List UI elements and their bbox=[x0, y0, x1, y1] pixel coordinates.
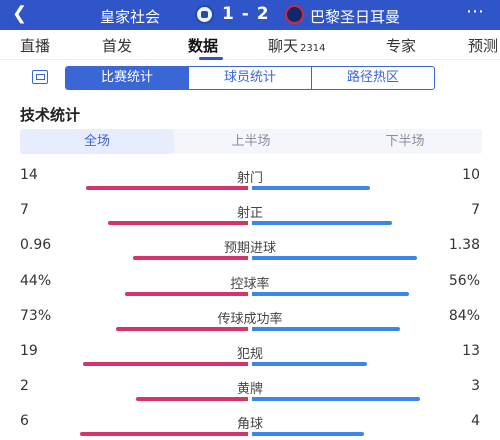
seg-match-stats[interactable]: 比赛统计 bbox=[66, 67, 189, 89]
home-stat-bar bbox=[125, 291, 248, 296]
back-arrow-icon[interactable]: ❮ bbox=[12, 3, 28, 24]
tab-experts[interactable]: 专家 bbox=[386, 35, 416, 56]
section-title: 技术统计 bbox=[20, 106, 81, 124]
stat-label: 黄牌 bbox=[236, 382, 263, 398]
away-stat-value: 10 bbox=[462, 167, 480, 183]
home-team-logo[interactable] bbox=[195, 5, 214, 24]
more-icon[interactable]: ⋯ bbox=[466, 1, 485, 22]
away-stat-value: 13 bbox=[462, 343, 480, 359]
match-header: ❮ 皇家社会 1 - 2 巴黎圣日耳曼 ⋯ bbox=[0, 0, 500, 30]
away-stat-value: 84% bbox=[448, 307, 480, 324]
tab-label: 聊天 bbox=[268, 37, 299, 55]
seg-player-stats[interactable]: 球员统计 bbox=[189, 67, 312, 89]
away-stat-value: 3 bbox=[471, 378, 480, 395]
share-icon[interactable] bbox=[32, 70, 48, 84]
home-stat-value: 73% bbox=[20, 307, 52, 324]
home-stat-value: 2 bbox=[20, 378, 29, 395]
tab-lineup[interactable]: 首发 bbox=[102, 35, 132, 56]
period-first-half[interactable]: 上半场 bbox=[231, 134, 271, 149]
period-selector: 全场 上半场 下半场 bbox=[20, 129, 482, 154]
away-stat-bar bbox=[252, 291, 409, 296]
stat-label: 控球率 bbox=[230, 276, 270, 292]
stat-label: 传球成功率 bbox=[217, 311, 283, 327]
stats-type-segmented-control: 比赛统计 球员统计 路径热区 bbox=[65, 66, 435, 90]
period-second-half[interactable]: 下半场 bbox=[385, 134, 425, 149]
stat-row: 6 角球 4 bbox=[0, 413, 500, 440]
home-stat-bar bbox=[108, 221, 248, 226]
away-stat-value: 7 bbox=[471, 202, 480, 219]
home-team-name[interactable]: 皇家社会 bbox=[100, 8, 161, 26]
away-stat-value: 4 bbox=[471, 413, 480, 430]
stat-row: 44% 控球率 56% bbox=[0, 273, 500, 309]
away-stat-bar bbox=[252, 397, 420, 402]
stat-row: 2 黄牌 3 bbox=[0, 378, 500, 414]
tab-label: 预测 bbox=[468, 37, 499, 55]
home-stat-value: 14 bbox=[20, 167, 38, 183]
away-stat-bar bbox=[252, 186, 370, 190]
away-stat-bar bbox=[252, 326, 400, 331]
period-full[interactable]: 全场 bbox=[20, 129, 174, 154]
home-stat-bar bbox=[136, 397, 248, 402]
away-stat-bar bbox=[252, 432, 364, 437]
home-stat-value: 19 bbox=[20, 343, 38, 359]
stat-row: 73% 传球成功率 84% bbox=[0, 308, 500, 344]
away-stat-bar bbox=[252, 362, 367, 366]
away-stat-value: 56% bbox=[448, 272, 480, 289]
tab-live[interactable]: 直播 bbox=[20, 35, 50, 56]
away-stat-value: 1.38 bbox=[448, 237, 480, 254]
stat-label: 角球 bbox=[236, 417, 263, 433]
tab-prediction[interactable]: 预测 bbox=[468, 35, 498, 56]
stat-row: 19 犯规 13 bbox=[0, 343, 500, 379]
match-score: 1 - 2 bbox=[222, 4, 270, 24]
seg-heatmap[interactable]: 路径热区 bbox=[346, 70, 399, 85]
home-stat-bar bbox=[116, 326, 248, 331]
home-stat-bar bbox=[80, 432, 248, 437]
match-tabs: 直播 首发 数据 聊天 2314 专家 预测 bbox=[0, 30, 500, 60]
tab-label: 首发 bbox=[102, 37, 133, 55]
tab-stats[interactable]: 数据 bbox=[188, 35, 218, 56]
away-team-logo[interactable] bbox=[285, 5, 304, 24]
away-team-name[interactable]: 巴黎圣日耳曼 bbox=[310, 8, 401, 26]
tab-label: 数据 bbox=[188, 37, 219, 55]
home-stat-bar bbox=[86, 186, 248, 190]
away-stat-bar bbox=[252, 256, 417, 261]
stat-row: 0.96 预期进球 1.38 bbox=[0, 237, 500, 273]
away-stat-bar bbox=[252, 221, 392, 226]
home-stat-bar bbox=[133, 256, 248, 261]
home-stat-value: 0.96 bbox=[20, 237, 52, 254]
stat-label: 射门 bbox=[236, 171, 263, 186]
home-stat-bar bbox=[83, 362, 248, 366]
tab-chat[interactable]: 聊天 2314 bbox=[268, 35, 325, 56]
home-stat-value: 7 bbox=[20, 202, 29, 219]
home-stat-value: 6 bbox=[20, 413, 29, 430]
stat-row: 7 射正 7 bbox=[0, 202, 500, 238]
stat-label: 犯规 bbox=[236, 347, 263, 362]
tab-label: 直播 bbox=[20, 37, 51, 55]
stat-label: 预期进球 bbox=[223, 241, 276, 257]
active-tab-indicator bbox=[199, 57, 223, 60]
stat-label: 射正 bbox=[236, 206, 263, 222]
home-stat-value: 44% bbox=[20, 272, 52, 289]
tab-label: 专家 bbox=[386, 37, 417, 55]
chat-count: 2314 bbox=[300, 43, 326, 54]
stat-row: 14 射门 10 bbox=[0, 167, 500, 203]
